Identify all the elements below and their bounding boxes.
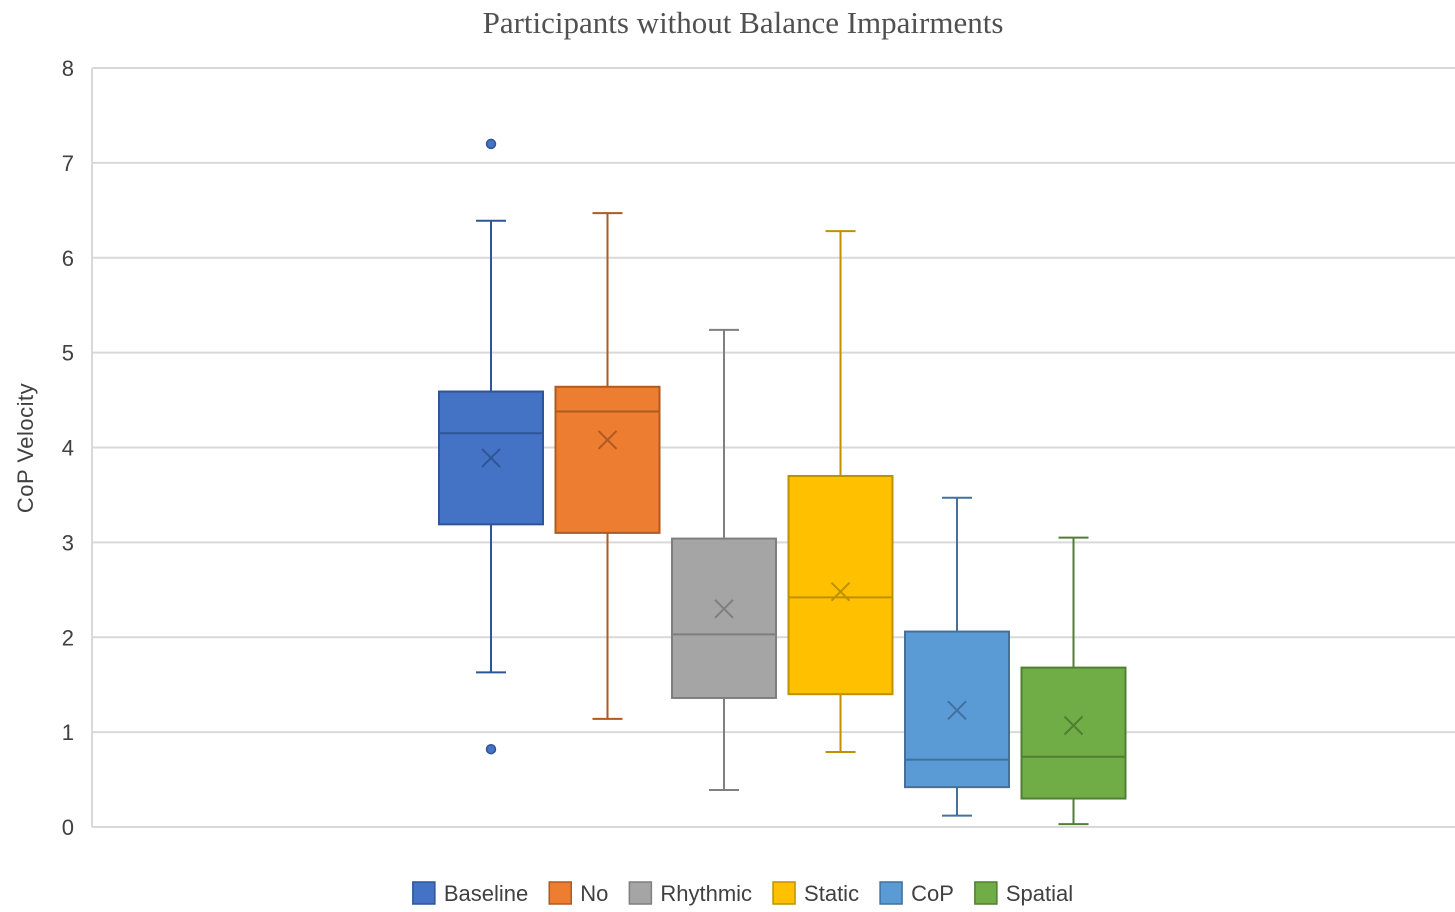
legend-swatch-static [772, 881, 796, 905]
legend-label-static: Static [804, 881, 859, 906]
gridlines [91, 67, 1455, 828]
y-tick-label-2: 2 [62, 625, 74, 650]
legend-label-spatial: Spatial [1006, 881, 1073, 906]
no-mean-marker-b [597, 430, 618, 450]
y-tick-label-6: 6 [62, 246, 74, 271]
legend-label-rhythmic: Rhythmic [660, 881, 752, 906]
legend: Baseline No Rhythmic Static CoP Spatial [412, 881, 1073, 906]
chart-title: Participants without Balance Impairments [483, 5, 1004, 40]
y-tick-label-5: 5 [62, 341, 74, 366]
box-cop [904, 496, 1010, 817]
box-spatial [1020, 536, 1127, 826]
baseline-mean-marker-b [481, 448, 501, 468]
box-baseline [438, 138, 544, 755]
y-tick-label-1: 1 [62, 720, 74, 745]
legend-swatch-cop [879, 881, 903, 905]
static-iqr-box [787, 474, 894, 696]
box-static [787, 230, 894, 754]
y-tick-label-8: 8 [62, 56, 74, 81]
spatial-mean-marker-b [1063, 715, 1084, 736]
y-tick-label-0: 0 [62, 815, 74, 840]
rhythmic-iqr-box [671, 537, 777, 699]
baseline-outlier-1 [485, 743, 497, 755]
box-no [554, 212, 661, 720]
y-tick-label-7: 7 [62, 151, 74, 176]
static-mean-marker-b [830, 582, 851, 602]
box-rhythmic [671, 328, 777, 791]
y-tick-label-3: 3 [62, 530, 74, 555]
y-axis-title: CoP Velocity [13, 383, 38, 513]
baseline-outlier-0 [485, 138, 497, 150]
rhythmic-mean-marker-b [714, 599, 734, 619]
legend-label-baseline: Baseline [444, 881, 528, 906]
y-axis-ticks: 0 1 2 3 4 5 6 7 8 [62, 56, 74, 840]
legend-swatch-baseline [412, 881, 436, 905]
box-series [438, 138, 1127, 826]
legend-label-cop: CoP [911, 881, 954, 906]
legend-label-no: No [580, 881, 608, 906]
legend-swatch-no [548, 881, 572, 905]
y-tick-label-4: 4 [62, 436, 74, 461]
spatial-iqr-box [1020, 666, 1127, 800]
legend-swatch-spatial [974, 881, 998, 905]
cop-mean-marker-b [947, 700, 967, 721]
no-iqr-box [554, 385, 661, 534]
legend-swatch-rhythmic [628, 881, 653, 905]
